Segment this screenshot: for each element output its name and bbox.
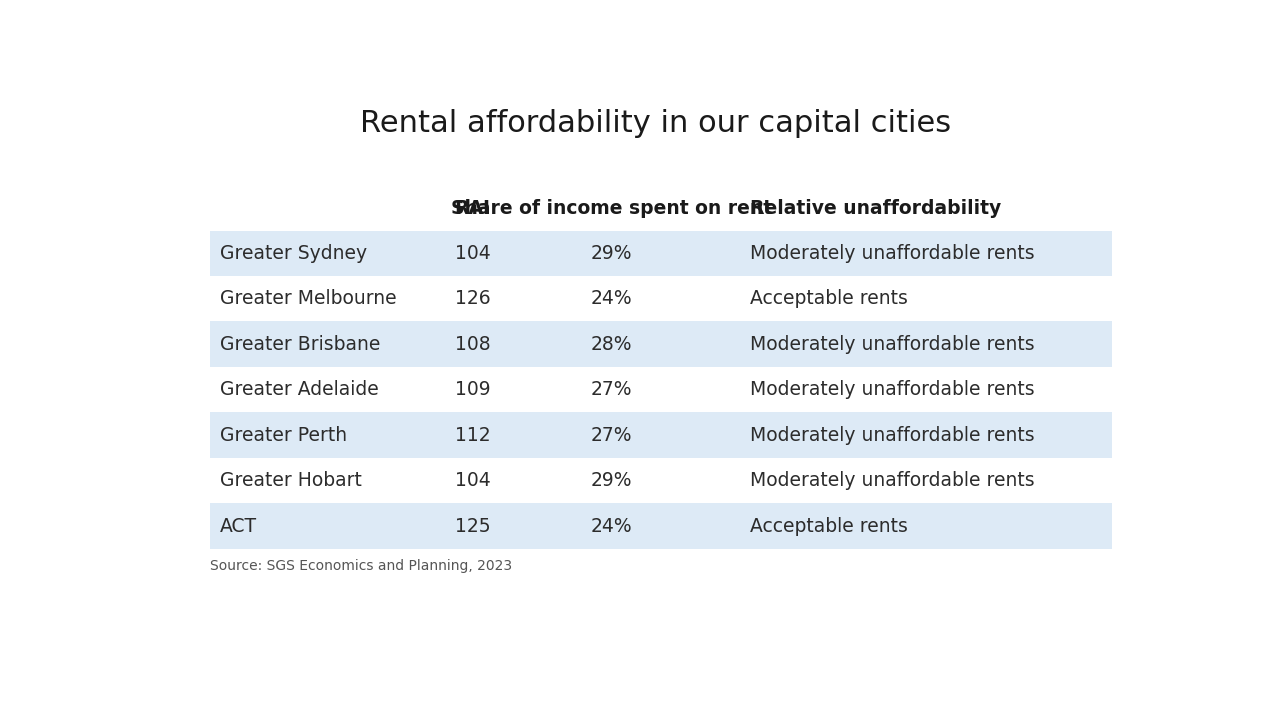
Bar	[210, 458, 1112, 503]
Text: 104: 104	[454, 471, 490, 490]
Bar	[210, 503, 1112, 549]
Bar	[210, 413, 1112, 458]
Bar	[210, 367, 1112, 413]
Text: 27%: 27%	[590, 380, 632, 399]
Text: 24%: 24%	[590, 516, 632, 536]
Text: Greater Sydney: Greater Sydney	[220, 244, 366, 263]
Text: 112: 112	[454, 426, 490, 445]
Text: Moderately unaffordable rents: Moderately unaffordable rents	[750, 335, 1034, 354]
Bar	[210, 321, 1112, 367]
Bar	[210, 276, 1112, 321]
Bar	[210, 230, 1112, 276]
Text: Moderately unaffordable rents: Moderately unaffordable rents	[750, 471, 1034, 490]
Text: 29%: 29%	[590, 471, 632, 490]
Text: Acceptable rents: Acceptable rents	[750, 516, 908, 536]
Text: 108: 108	[454, 335, 490, 354]
Text: Greater Brisbane: Greater Brisbane	[220, 335, 380, 354]
Text: Greater Hobart: Greater Hobart	[220, 471, 361, 490]
Text: Acceptable rents: Acceptable rents	[750, 289, 908, 308]
Bar	[210, 186, 1112, 230]
Text: 104: 104	[454, 244, 490, 263]
Text: Relative unaffordability: Relative unaffordability	[750, 199, 1001, 218]
Text: Greater Melbourne: Greater Melbourne	[220, 289, 396, 308]
Text: Greater Perth: Greater Perth	[220, 426, 347, 445]
Text: Moderately unaffordable rents: Moderately unaffordable rents	[750, 380, 1034, 399]
Text: 126: 126	[454, 289, 490, 308]
Text: 24%: 24%	[590, 289, 632, 308]
Text: Source: SGS Economics and Planning, 2023: Source: SGS Economics and Planning, 2023	[210, 559, 512, 572]
Text: Moderately unaffordable rents: Moderately unaffordable rents	[750, 244, 1034, 263]
Text: ACT: ACT	[220, 516, 257, 536]
Text: Share of income spent on rent: Share of income spent on rent	[451, 199, 772, 218]
Text: Moderately unaffordable rents: Moderately unaffordable rents	[750, 426, 1034, 445]
Text: 109: 109	[454, 380, 490, 399]
Text: Greater Adelaide: Greater Adelaide	[220, 380, 379, 399]
Text: Rental affordability in our capital cities: Rental affordability in our capital citi…	[361, 109, 951, 138]
Text: 29%: 29%	[590, 244, 632, 263]
Text: 27%: 27%	[590, 426, 632, 445]
Text: 28%: 28%	[590, 335, 632, 354]
Text: RAI: RAI	[454, 199, 490, 218]
Text: 125: 125	[454, 516, 490, 536]
